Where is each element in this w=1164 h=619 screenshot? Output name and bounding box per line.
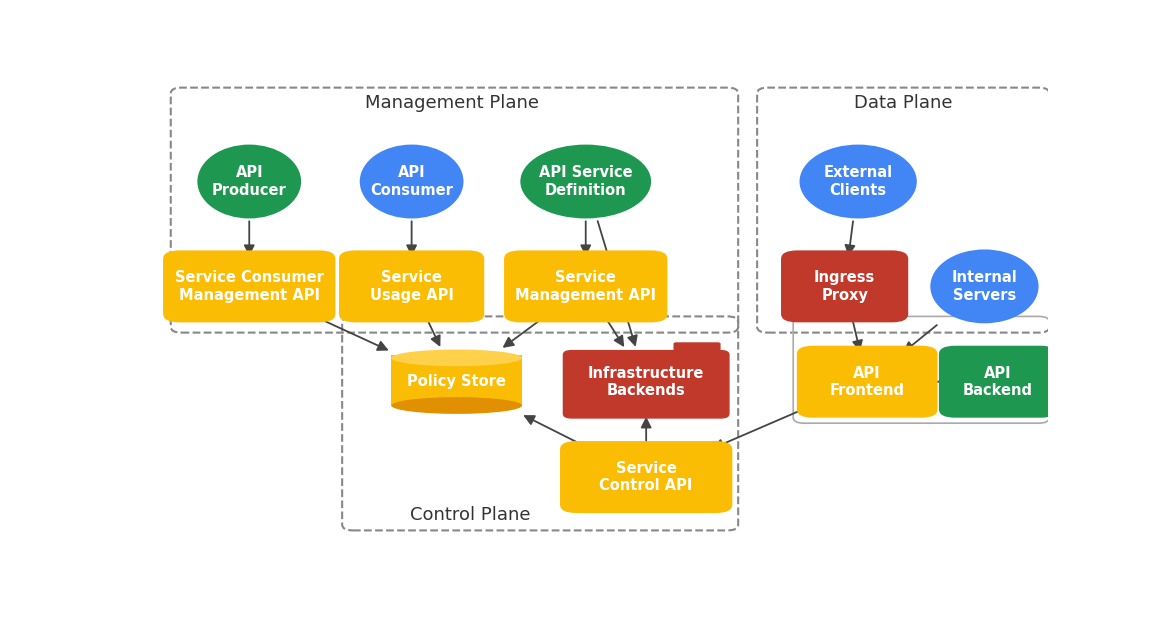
FancyBboxPatch shape xyxy=(391,355,523,405)
Text: Ingress
Proxy: Ingress Proxy xyxy=(814,270,875,303)
Text: Service
Usage API: Service Usage API xyxy=(370,270,454,303)
Text: API Service
Definition: API Service Definition xyxy=(539,165,632,197)
FancyBboxPatch shape xyxy=(674,342,721,355)
Ellipse shape xyxy=(391,350,523,366)
Text: Service
Control API: Service Control API xyxy=(599,461,693,493)
Text: Data Plane: Data Plane xyxy=(854,94,952,112)
Text: API
Backend: API Backend xyxy=(963,365,1032,398)
FancyBboxPatch shape xyxy=(562,350,730,418)
Text: Management Plane: Management Plane xyxy=(365,94,539,112)
Ellipse shape xyxy=(520,145,651,219)
Ellipse shape xyxy=(930,249,1038,323)
Ellipse shape xyxy=(360,145,463,219)
Text: Service Consumer
Management API: Service Consumer Management API xyxy=(175,270,324,303)
Text: External
Clients: External Clients xyxy=(824,165,893,197)
Text: API
Producer: API Producer xyxy=(212,165,286,197)
Text: Control Plane: Control Plane xyxy=(410,506,531,524)
FancyBboxPatch shape xyxy=(339,251,484,322)
Text: Infrastructure
Backends: Infrastructure Backends xyxy=(588,365,704,398)
Text: API
Consumer: API Consumer xyxy=(370,165,453,197)
Ellipse shape xyxy=(391,397,523,414)
FancyBboxPatch shape xyxy=(781,251,908,322)
FancyBboxPatch shape xyxy=(504,251,667,322)
FancyBboxPatch shape xyxy=(560,441,732,513)
Text: Service
Management API: Service Management API xyxy=(516,270,656,303)
FancyBboxPatch shape xyxy=(797,346,937,418)
FancyBboxPatch shape xyxy=(939,346,1057,418)
Ellipse shape xyxy=(800,145,917,219)
Ellipse shape xyxy=(198,145,301,219)
Text: API
Frontend: API Frontend xyxy=(830,365,904,398)
FancyBboxPatch shape xyxy=(163,251,335,322)
Text: Internal
Servers: Internal Servers xyxy=(952,270,1017,303)
Text: Policy Store: Policy Store xyxy=(407,374,506,389)
